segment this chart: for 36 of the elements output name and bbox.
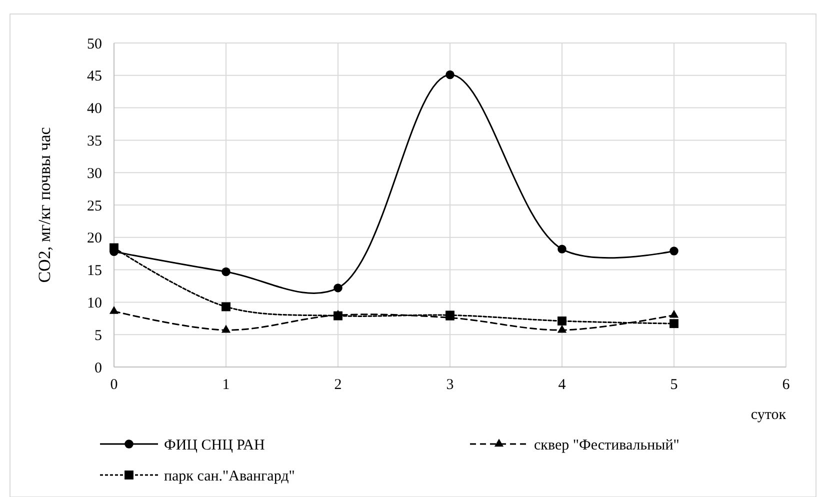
y-tick-label: 10 [87, 295, 102, 312]
point [670, 319, 678, 328]
y-tick-label: 50 [87, 36, 102, 52]
point [221, 324, 231, 333]
legend-label: ФИЦ СНЦ РАН [164, 437, 265, 454]
y-tick-label: 30 [87, 166, 102, 182]
x-tick-label: 0 [110, 377, 118, 393]
y-tick-label: 0 [94, 360, 102, 376]
y-tick-label: 40 [87, 101, 102, 118]
y-tick-label: 15 [87, 263, 102, 280]
x-tick-label: 3 [446, 377, 454, 393]
point [557, 324, 567, 333]
legend-label: сквер "Фестивальный" [534, 437, 680, 454]
y-tick-label: 5 [94, 328, 102, 344]
y-tick-label: 25 [87, 198, 102, 214]
y-tick-label: 35 [87, 133, 102, 150]
legend-label: парк сан."Авангард" [164, 468, 295, 484]
point [558, 316, 566, 326]
x-tick-label: 1 [222, 377, 230, 393]
point [558, 244, 566, 254]
x-tick-label: 6 [782, 377, 790, 393]
x-tick-label: 5 [670, 377, 678, 393]
point [109, 306, 119, 314]
x-tick-label: 4 [558, 377, 566, 393]
x-axis-title: суток [750, 407, 787, 423]
point [334, 284, 342, 292]
point [222, 267, 230, 276]
point [669, 310, 679, 318]
y-tick-label: 45 [87, 68, 102, 85]
point [446, 70, 454, 80]
y-axis-title: CO2, мг/кг почвы час [35, 126, 54, 283]
point [222, 302, 230, 312]
x-tick-label: 2 [334, 377, 342, 393]
point [333, 310, 343, 318]
y-tick-label: 20 [87, 230, 102, 247]
point [670, 246, 678, 256]
